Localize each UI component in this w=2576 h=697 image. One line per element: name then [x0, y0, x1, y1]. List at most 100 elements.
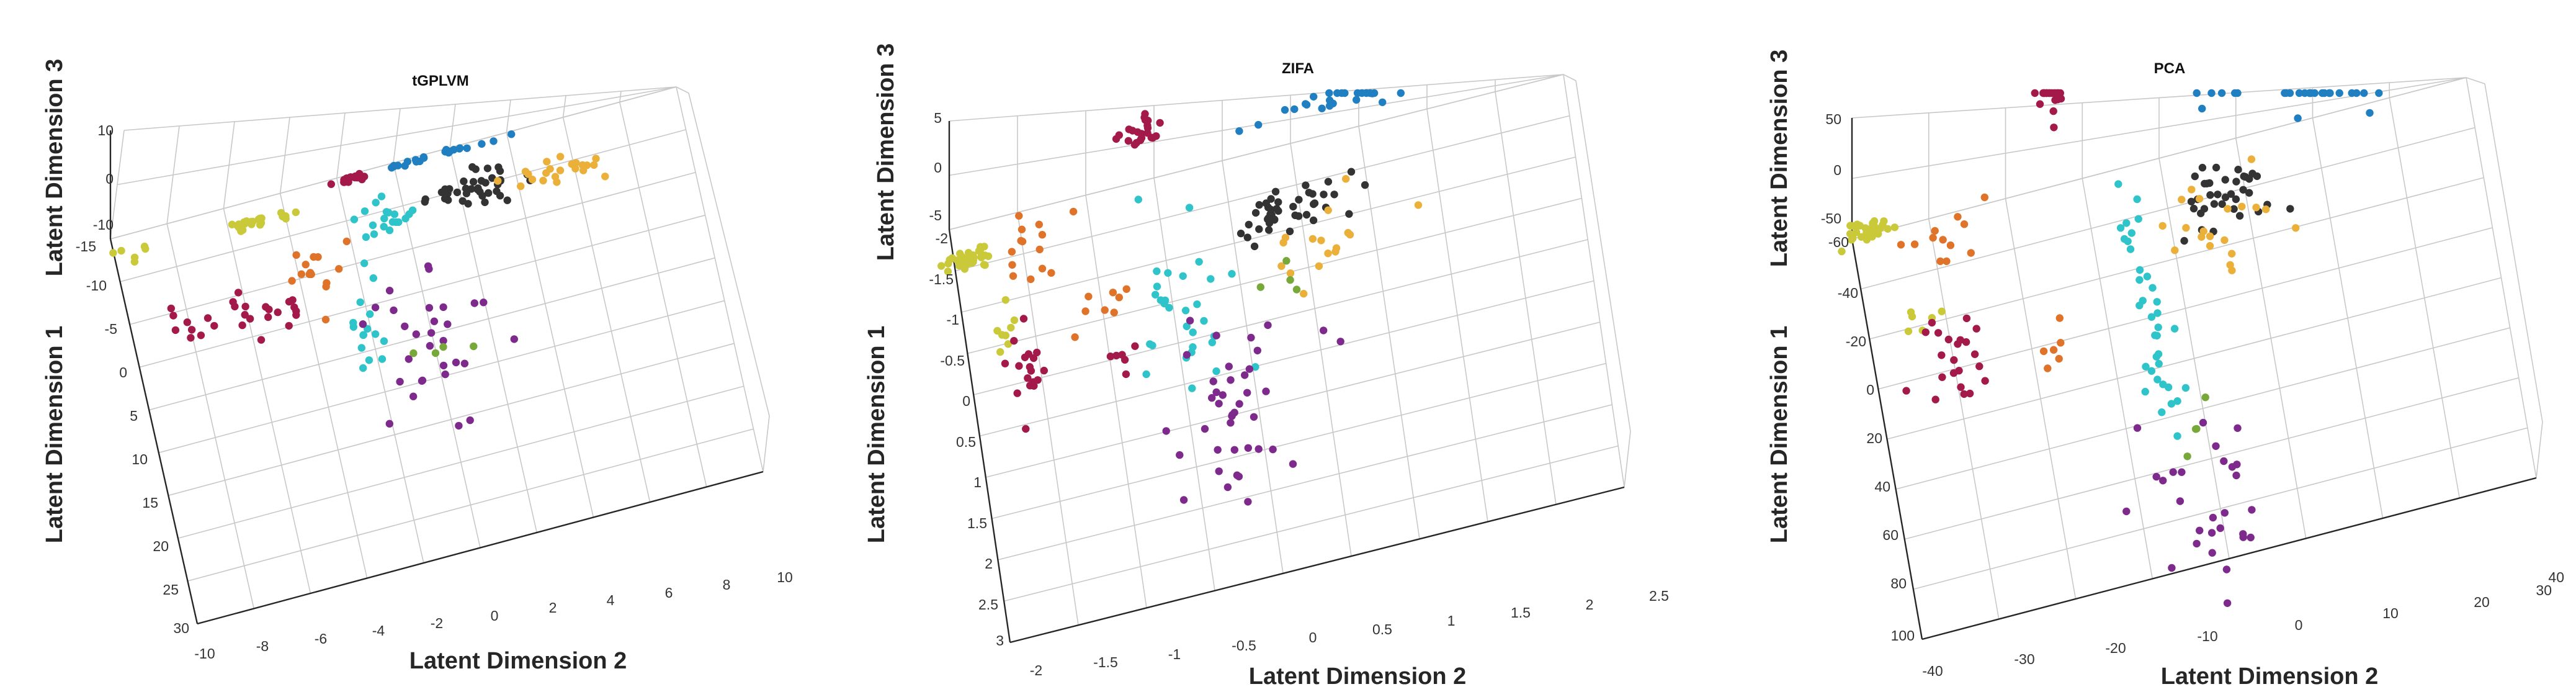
- data-point: [365, 356, 373, 364]
- data-point: [1962, 314, 1971, 323]
- data-point: [1038, 264, 1047, 272]
- data-point: [2189, 204, 2198, 213]
- data-point: [2199, 418, 2207, 427]
- data-point: [2116, 224, 2125, 232]
- data-point: [369, 274, 377, 282]
- data-point: [592, 155, 600, 163]
- grid-line: [2536, 421, 2543, 479]
- y-tick-label: -1.5: [929, 271, 954, 287]
- grid-line: [949, 74, 1564, 230]
- data-point: [1227, 419, 1235, 427]
- x-tick-label: -20: [2105, 640, 2126, 656]
- data-point: [1309, 216, 1318, 225]
- data-point: [274, 308, 282, 317]
- data-point: [2155, 359, 2163, 368]
- data-point: [2169, 468, 2177, 476]
- data-point: [2247, 533, 2255, 542]
- x-tick-label: 10: [777, 569, 793, 585]
- y-tick-label: -5: [105, 321, 117, 337]
- data-point: [2055, 354, 2063, 363]
- grid-line: [991, 362, 1606, 519]
- data-point: [210, 322, 218, 330]
- data-point: [1122, 370, 1130, 379]
- grid-line: [1004, 445, 1619, 602]
- data-point: [1019, 315, 1028, 323]
- data-point: [2252, 204, 2260, 212]
- data-point: [1286, 276, 1294, 284]
- data-point: [485, 189, 493, 197]
- y-tick-label: 2: [985, 555, 993, 572]
- grid-line: [619, 102, 707, 487]
- data-point: [441, 370, 449, 379]
- x-tick-label: 10: [2382, 605, 2399, 621]
- data-point: [1938, 373, 1946, 381]
- data-point: [183, 318, 191, 326]
- y-tick-label: 5: [130, 408, 138, 424]
- y-tick-label: 0: [962, 393, 970, 409]
- data-point: [1223, 483, 1232, 492]
- data-point: [1162, 427, 1170, 435]
- data-point: [350, 215, 359, 223]
- data-point: [2199, 227, 2207, 235]
- x-axis-line: [197, 470, 764, 625]
- data-point: [2036, 100, 2044, 108]
- data-point: [1254, 120, 1263, 129]
- data-point: [2193, 89, 2201, 97]
- data-point: [937, 262, 946, 270]
- points-layer: [109, 130, 609, 430]
- data-point: [2167, 400, 2176, 408]
- data-point: [543, 158, 551, 166]
- data-point: [1330, 191, 1338, 199]
- data-point: [297, 270, 305, 278]
- data-point: [439, 336, 447, 345]
- data-point: [960, 265, 969, 273]
- z-tick-label: 0: [1833, 162, 1841, 178]
- data-point: [285, 322, 293, 330]
- data-point: [961, 256, 969, 264]
- data-point: [481, 179, 490, 187]
- x-tick-label: 0: [1309, 629, 1317, 645]
- x-tick-label: 0.5: [1372, 621, 1392, 637]
- data-point: [1015, 212, 1023, 220]
- data-point: [996, 348, 1004, 356]
- z-axis-label: Latent Dimension 3: [42, 59, 68, 277]
- data-point: [2153, 375, 2162, 384]
- data-point: [256, 214, 264, 223]
- data-point: [234, 289, 243, 297]
- data-point: [556, 166, 565, 174]
- data-point: [546, 165, 554, 173]
- data-point: [403, 158, 412, 166]
- data-point: [248, 220, 256, 228]
- z-tick-label: 50: [1825, 111, 1841, 127]
- data-point: [1936, 257, 1944, 266]
- data-point: [1109, 289, 1117, 297]
- data-point: [257, 336, 266, 344]
- grid-line: [129, 172, 696, 325]
- data-point: [420, 154, 428, 162]
- data-point: [1118, 351, 1126, 359]
- data-point: [2176, 497, 2185, 505]
- data-point: [371, 304, 380, 312]
- y-axis-line: [1851, 238, 1923, 640]
- data-point: [1869, 219, 1877, 227]
- data-point: [1949, 369, 1958, 377]
- panel-title: PCA: [2154, 60, 2186, 77]
- data-point: [1271, 187, 1280, 196]
- data-point: [2294, 114, 2302, 122]
- grid-line: [2466, 77, 2485, 84]
- y-tick-label: 20: [153, 538, 169, 554]
- data-point: [539, 176, 547, 185]
- grid-line: [1851, 77, 2467, 240]
- data-point: [2239, 186, 2247, 194]
- y-tick-label: 2.5: [978, 596, 998, 613]
- data-point: [426, 342, 434, 350]
- data-point: [2180, 236, 2188, 245]
- data-point: [2133, 195, 2141, 204]
- grid-line: [1913, 427, 2528, 590]
- data-point: [1938, 351, 1946, 359]
- data-point: [1269, 445, 1277, 454]
- data-point: [2320, 89, 2328, 97]
- grid-line: [1869, 177, 2484, 340]
- data-point: [1907, 308, 1915, 317]
